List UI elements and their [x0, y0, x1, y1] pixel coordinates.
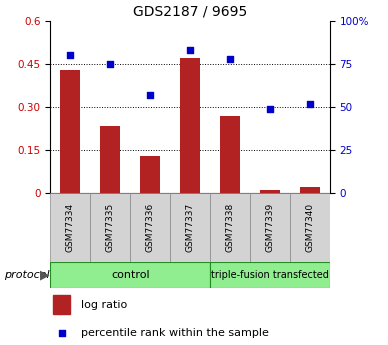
- Text: control: control: [111, 270, 149, 280]
- Text: log ratio: log ratio: [81, 299, 127, 309]
- Point: [267, 106, 273, 111]
- Title: GDS2187 / 9695: GDS2187 / 9695: [133, 4, 247, 18]
- Text: GSM77335: GSM77335: [106, 203, 115, 252]
- Bar: [140, 156, 160, 193]
- Bar: [210, 262, 330, 288]
- Point: [59, 330, 65, 335]
- Point: [307, 101, 313, 106]
- Text: GSM77339: GSM77339: [265, 203, 274, 252]
- Bar: [90, 193, 130, 262]
- Point: [107, 61, 113, 67]
- Bar: [100, 126, 120, 193]
- Text: percentile rank within the sample: percentile rank within the sample: [81, 327, 269, 337]
- Text: protocol: protocol: [4, 270, 50, 280]
- Bar: [50, 193, 90, 262]
- Text: GSM77334: GSM77334: [66, 203, 75, 252]
- Bar: [130, 193, 170, 262]
- Text: GSM77337: GSM77337: [185, 203, 195, 252]
- Text: GSM77340: GSM77340: [305, 203, 314, 252]
- Text: triple-fusion transfected: triple-fusion transfected: [211, 270, 329, 280]
- Point: [67, 52, 73, 58]
- Bar: [250, 193, 290, 262]
- Bar: [300, 187, 320, 193]
- Point: [147, 92, 153, 98]
- Bar: [61, 70, 80, 193]
- Point: [227, 56, 233, 61]
- Text: GSM77338: GSM77338: [225, 203, 234, 252]
- Bar: [260, 190, 280, 193]
- Bar: [53, 295, 70, 314]
- Text: GSM77336: GSM77336: [146, 203, 155, 252]
- Text: ▶: ▶: [40, 269, 49, 282]
- Bar: [50, 262, 210, 288]
- Bar: [290, 193, 330, 262]
- Bar: [180, 58, 200, 193]
- Bar: [220, 116, 240, 193]
- Bar: [210, 193, 250, 262]
- Bar: [170, 193, 210, 262]
- Point: [187, 47, 193, 53]
